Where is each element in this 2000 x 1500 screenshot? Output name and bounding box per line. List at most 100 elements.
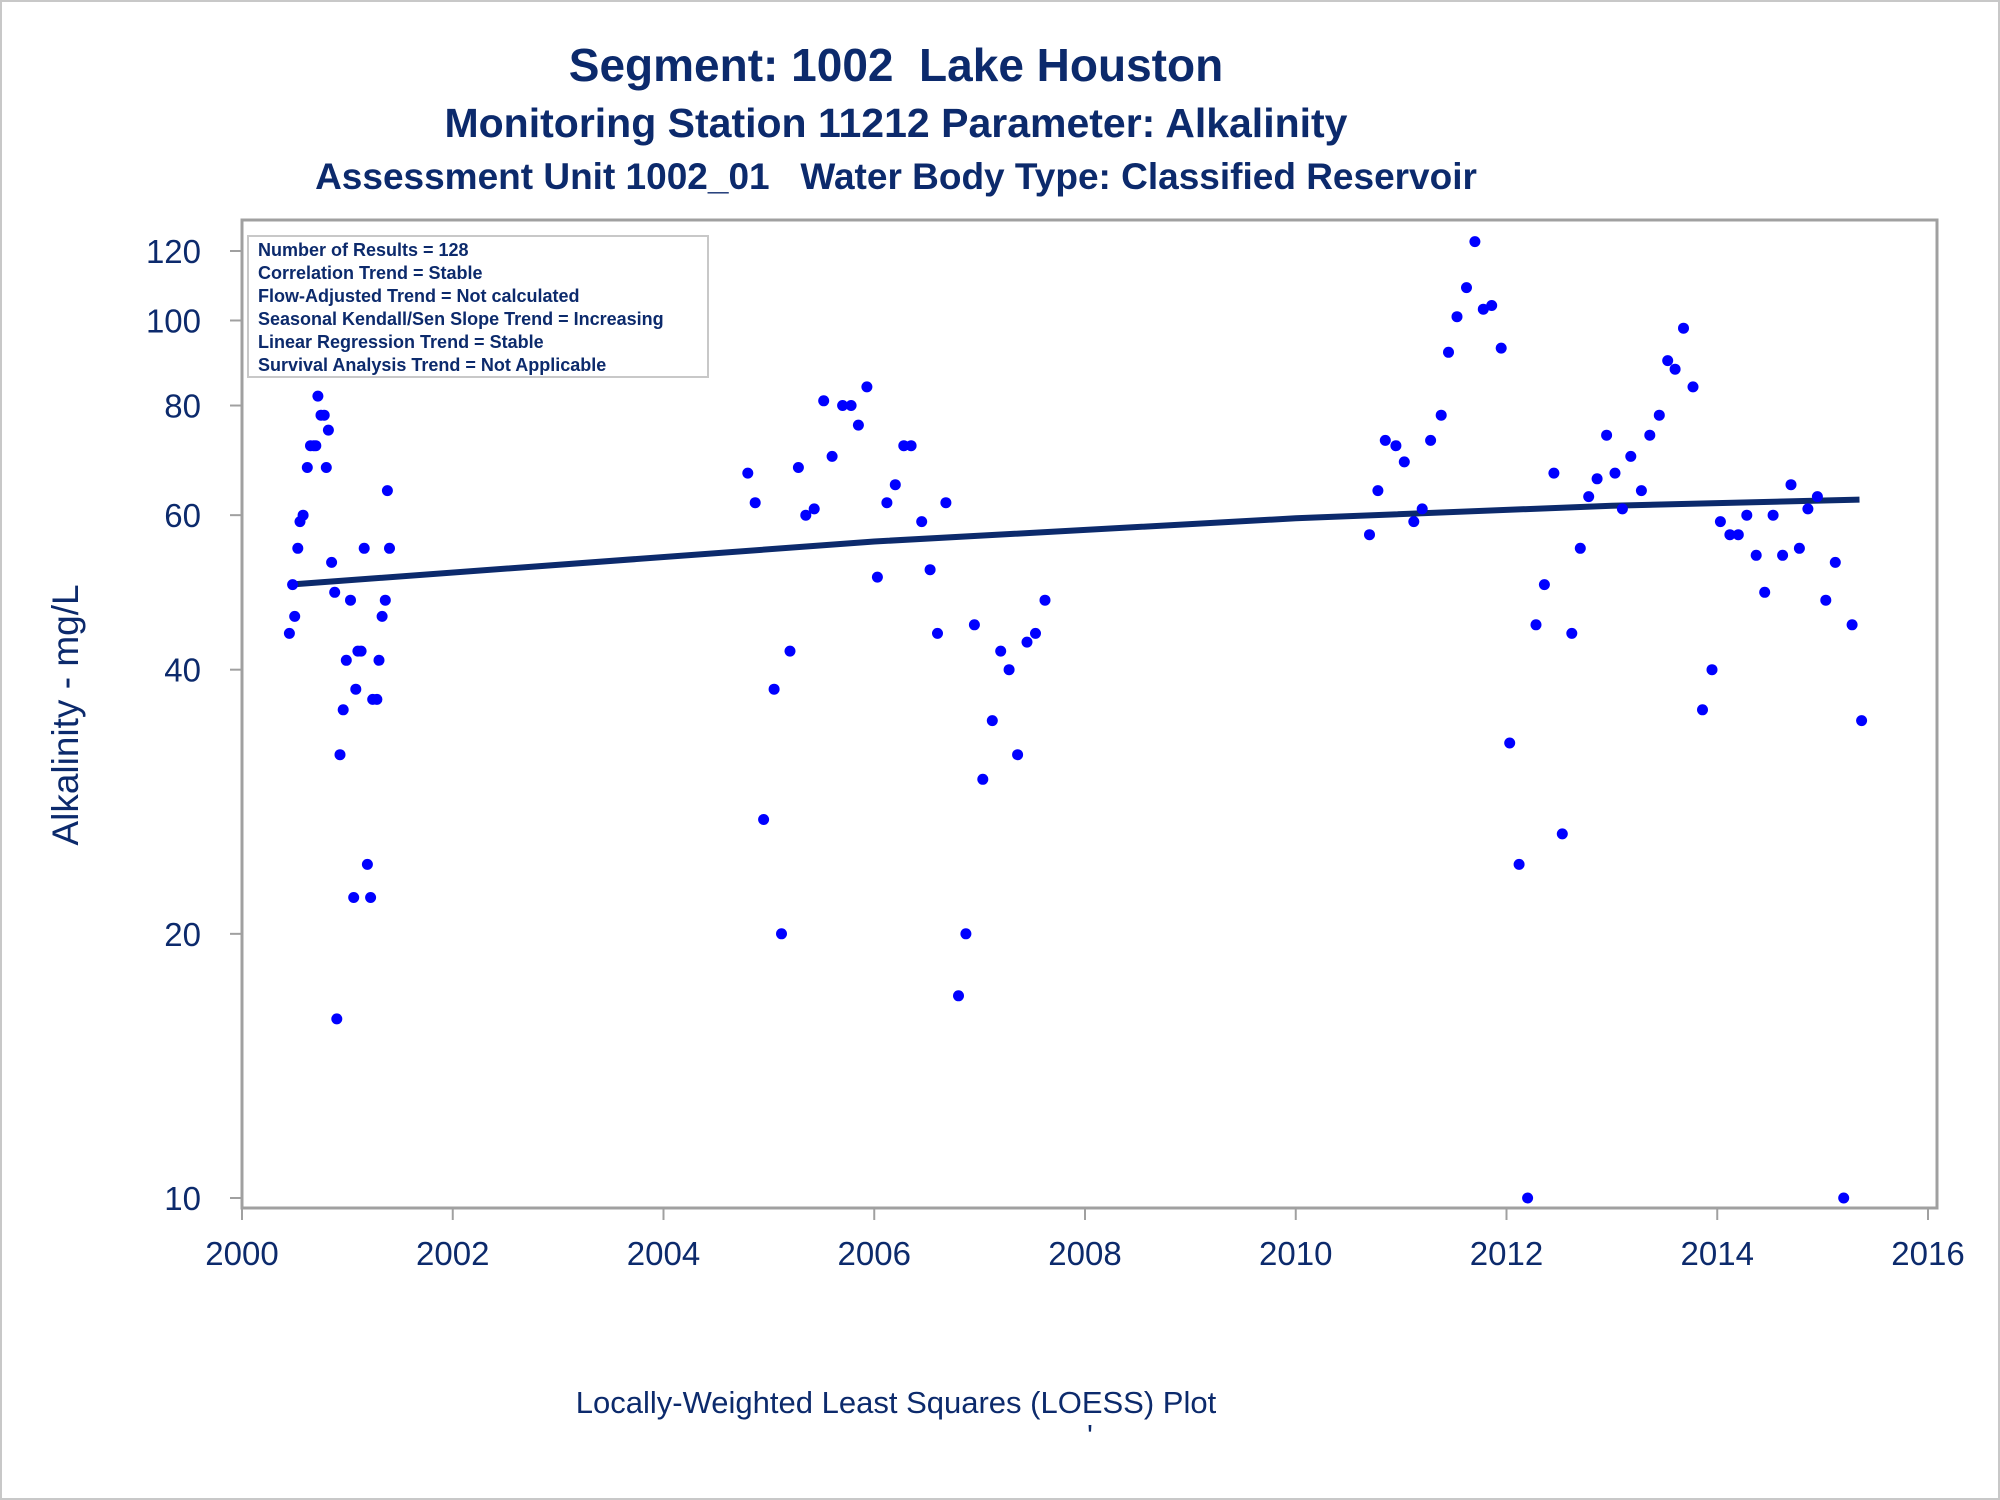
data-point — [329, 586, 341, 598]
data-point — [1451, 311, 1463, 323]
data-point — [384, 542, 395, 554]
stats-legend-line: Seasonal Kendall/Sen Slope Trend = Incre… — [258, 309, 664, 329]
data-point — [337, 704, 349, 716]
stats-legend-line: Number of Results = 128 — [258, 240, 469, 260]
y-tick-label: 80 — [164, 388, 201, 425]
data-point — [322, 424, 334, 436]
data-point — [358, 542, 370, 554]
data-point — [776, 928, 787, 940]
data-point — [1416, 503, 1428, 515]
data-point — [792, 462, 804, 473]
data-point — [784, 645, 796, 657]
x-tick-label: 2016 — [1891, 1235, 1964, 1272]
x-tick-label: 2006 — [838, 1235, 911, 1272]
x-tick-label: 2004 — [627, 1235, 700, 1272]
stats-legend: Number of Results = 128 Correlation Trend… — [247, 235, 709, 378]
data-point — [320, 462, 332, 473]
footer-caption: Locally-Weighted Least Squares (LOESS) P… — [576, 1385, 1217, 1420]
data-point — [1574, 542, 1586, 554]
data-point — [1513, 858, 1525, 870]
y-tick-label: 20 — [164, 916, 201, 953]
data-point — [1039, 594, 1051, 606]
y-tick-label: 40 — [164, 652, 201, 689]
trend-line — [289, 496, 1860, 588]
data-point — [1750, 549, 1762, 561]
stats-legend-line: Survival Analysis Trend = Not Applicable — [258, 355, 606, 375]
data-point — [1591, 473, 1603, 485]
chart-subtitle-assessment: Assessment Unit 1002_01 Water Body Type:… — [315, 156, 1477, 197]
data-point — [373, 654, 385, 666]
data-point — [1793, 542, 1805, 554]
data-point — [924, 564, 936, 576]
data-point — [953, 990, 964, 1002]
data-point — [1653, 409, 1665, 421]
data-point — [932, 627, 943, 639]
data-point — [318, 409, 330, 421]
data-point — [977, 773, 989, 785]
data-point — [287, 579, 299, 591]
data-point — [871, 571, 883, 583]
data-point — [1811, 491, 1823, 503]
data-point — [800, 509, 812, 521]
data-point — [1635, 485, 1647, 497]
data-point — [1435, 409, 1447, 421]
data-point — [1583, 491, 1595, 503]
data-point — [881, 497, 893, 509]
data-point — [1838, 1192, 1850, 1204]
data-point — [1530, 619, 1542, 631]
data-point — [905, 440, 917, 452]
plot-area — [240, 218, 1939, 1210]
x-tick-label: 2008 — [1048, 1235, 1121, 1272]
data-point — [1030, 627, 1041, 639]
data-point — [1364, 529, 1375, 541]
data-point — [1678, 322, 1689, 334]
data-point — [1372, 485, 1384, 497]
data-point — [826, 450, 838, 462]
x-tick-label: 2000 — [205, 1235, 278, 1272]
data-point — [758, 814, 770, 825]
data-point — [1767, 509, 1779, 521]
chart-title: Segment: 1002 Lake Houston — [568, 39, 1224, 91]
x-tick-label: 2014 — [1681, 1235, 1754, 1272]
data-point — [1408, 516, 1420, 528]
data-point — [818, 395, 830, 407]
data-point — [1829, 556, 1841, 568]
data-point — [940, 497, 952, 509]
data-point — [297, 509, 309, 521]
data-point — [742, 467, 754, 479]
data-point — [1820, 594, 1832, 606]
data-point — [348, 892, 360, 903]
data-point — [1522, 1192, 1534, 1204]
data-point — [1732, 529, 1744, 541]
data-point — [1486, 300, 1498, 311]
data-point — [1566, 627, 1578, 639]
data-point — [768, 683, 780, 695]
data-point — [1662, 355, 1674, 367]
stats-legend-box — [247, 235, 709, 378]
data-point — [365, 892, 377, 903]
data-point — [283, 627, 295, 639]
y-axis: 10 20 40 60 80 100 120 — [146, 233, 242, 1217]
data-point — [1390, 440, 1402, 452]
data-point — [1706, 664, 1718, 676]
stats-legend-line: Flow-Adjusted Trend = Not calculated — [258, 286, 580, 306]
stats-legend-line: Linear Regression Trend = Stable — [258, 332, 544, 352]
data-point — [916, 516, 928, 528]
x-axis: 2000 2002 2004 2006 2008 2010 2012 2014 2016 — [205, 1208, 1965, 1272]
data-point — [1477, 303, 1489, 315]
data-points — [283, 236, 1868, 1204]
data-point — [995, 645, 1007, 657]
data-point — [808, 503, 820, 515]
data-point — [1759, 586, 1771, 598]
data-point — [1802, 503, 1814, 515]
data-point — [289, 610, 301, 622]
data-point — [1469, 236, 1481, 248]
data-point — [852, 419, 864, 431]
data-point — [1846, 619, 1858, 631]
data-point — [1669, 363, 1681, 375]
data-point — [376, 610, 388, 622]
data-point — [1379, 434, 1391, 446]
data-point — [361, 858, 373, 870]
data-point — [1777, 549, 1789, 561]
